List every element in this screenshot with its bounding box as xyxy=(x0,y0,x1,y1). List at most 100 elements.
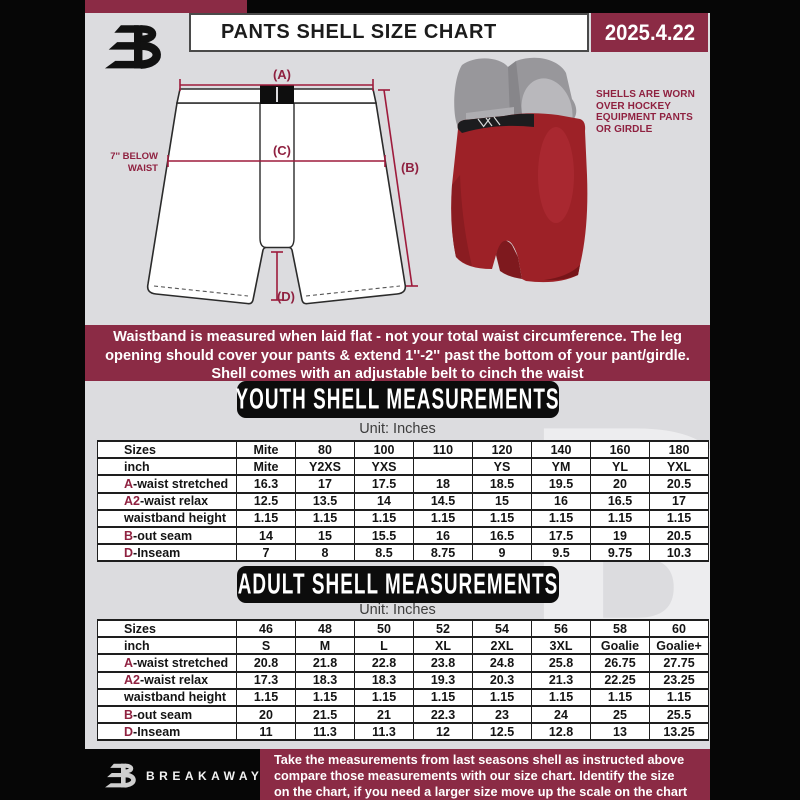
value-cell: 24 xyxy=(531,704,591,725)
value-cell: 19 xyxy=(590,525,650,546)
adult-header-box: ADULT SHELL MEASUREMENTS xyxy=(236,566,559,603)
value-cell: 1.15 xyxy=(295,687,355,707)
value-cell: 180 xyxy=(649,439,709,460)
value-cell: 50 xyxy=(354,618,414,639)
value-cell: Mite xyxy=(236,457,296,477)
value-cell: 25.5 xyxy=(649,704,709,725)
value-cell: 17 xyxy=(295,474,355,494)
value-cell: 11.3 xyxy=(354,722,414,742)
table-row: B-out seam 20 21.5 21 22.3 23 24 25 25.5 xyxy=(97,704,709,725)
row-label: inch xyxy=(97,457,237,477)
value-cell: 52 xyxy=(413,618,473,639)
value-cell: 13 xyxy=(590,722,650,742)
row-label: A2-waist relax xyxy=(97,670,237,690)
value-cell: 11.3 xyxy=(295,722,355,742)
value-cell: 160 xyxy=(590,439,650,460)
row-label-prefix: A2 xyxy=(124,673,140,688)
value-cell: 110 xyxy=(413,439,473,460)
date-badge: 2025.4.22 xyxy=(591,13,708,52)
row-label: Sizes xyxy=(97,439,237,460)
date-text: 2025.4.22 xyxy=(604,19,695,45)
value-cell: Goalie xyxy=(590,636,650,656)
value-cell: 58 xyxy=(590,618,650,639)
value-cell: 23.8 xyxy=(413,653,473,673)
youth-size-table: Sizes Mite 80 100 110 120 140 160 180 inch Mite Y2X… xyxy=(97,439,709,563)
label-d: (D) xyxy=(277,289,295,304)
value-cell: 17 xyxy=(649,491,709,511)
row-label-prefix: D xyxy=(124,724,134,739)
value-cell: 22.25 xyxy=(590,670,650,690)
adult-section-header: ADULT SHELL MEASUREMENTS xyxy=(85,566,710,603)
text-line: Shell comes with an adjustable belt to c… xyxy=(211,366,584,383)
value-cell: 1.15 xyxy=(649,687,709,707)
value-cell: L xyxy=(354,636,414,656)
shorts-measurement-diagram: (A) (B) (C) (D) 7'' BELOW WAIST xyxy=(110,67,419,305)
value-cell: 22.3 xyxy=(413,704,473,725)
value-cell: 9.75 xyxy=(590,543,650,563)
row-label: B-out seam xyxy=(97,525,237,546)
text-line: opening should cover your pants & extend… xyxy=(105,347,690,364)
value-cell: 15 xyxy=(472,491,532,511)
value-cell: 24.8 xyxy=(472,653,532,673)
value-cell: YM xyxy=(531,457,591,477)
row-label-prefix: A2 xyxy=(124,494,140,509)
value-cell: 16 xyxy=(413,525,473,546)
row-label: A2-waist relax xyxy=(97,491,237,511)
text-line: EQUIPMENT PANTS xyxy=(596,112,693,123)
value-cell: YXS xyxy=(354,457,414,477)
value-cell: 1.15 xyxy=(531,508,591,528)
row-label-prefix: B xyxy=(124,707,134,722)
table-row: inch S M L XL 2XL 3XL Goalie Goalie+ xyxy=(97,636,709,656)
value-cell xyxy=(413,457,473,477)
row-label: A-waist stretched xyxy=(97,474,237,494)
value-cell: 22.8 xyxy=(354,653,414,673)
table-row: A2-waist relax 17.3 18.3 18.3 19.3 20.3 21.3 22… xyxy=(97,670,709,690)
value-cell: 21 xyxy=(354,704,414,725)
text-line: OR GIRDLE xyxy=(596,123,653,135)
value-cell: 21.8 xyxy=(295,653,355,673)
value-cell: 11 xyxy=(236,722,296,742)
value-cell: 16.3 xyxy=(236,474,296,494)
value-cell: 20 xyxy=(590,474,650,494)
top-maroon-tab xyxy=(85,0,247,13)
value-cell: 1.15 xyxy=(590,687,650,707)
adult-size-table: Sizes 46 48 50 52 54 56 58 60 inch S M L XL 2XL 3XL Goal… xyxy=(97,618,709,742)
row-label-prefix: D xyxy=(124,545,134,560)
table-row: Sizes 46 48 50 52 54 56 58 60 xyxy=(97,618,709,639)
youth-unit-label: Unit: Inches xyxy=(359,421,436,437)
value-cell: 12.8 xyxy=(531,722,591,742)
value-cell: 18.3 xyxy=(295,670,355,690)
value-cell: 23.25 xyxy=(649,670,709,690)
page-title-bar: PANTS SHELL SIZE CHART xyxy=(189,13,589,52)
value-cell: 1.15 xyxy=(413,687,473,707)
value-cell: 1.15 xyxy=(236,508,296,528)
value-cell: 1.15 xyxy=(236,687,296,707)
table-row: waistband height 1.15 1.15 1.15 1.15 1.15 1.15… xyxy=(97,687,709,707)
value-cell: 18.5 xyxy=(472,474,532,494)
text-line: OVER HOCKEY xyxy=(596,100,672,112)
value-cell: 1.15 xyxy=(472,687,532,707)
value-cell: S xyxy=(236,636,296,656)
page-title: PANTS SHELL SIZE CHART xyxy=(221,21,497,43)
value-cell: 1.15 xyxy=(590,508,650,528)
value-cell: 17.5 xyxy=(354,474,414,494)
value-cell: 2XL xyxy=(472,636,532,656)
value-cell: 21.5 xyxy=(295,704,355,725)
table-row: Sizes Mite 80 100 110 120 140 160 180 xyxy=(97,439,709,460)
value-cell: 19.3 xyxy=(413,670,473,690)
table-row: B-out seam 14 15 15.5 16 16.5 17.5 19 20.5 xyxy=(97,525,709,546)
text-line: Waistband is measured when laid flat - n… xyxy=(113,329,682,345)
row-label: B-out seam xyxy=(97,704,237,725)
value-cell: 100 xyxy=(354,439,414,460)
value-cell: 20.8 xyxy=(236,653,296,673)
value-cell: 18.3 xyxy=(354,670,414,690)
value-cell: 16 xyxy=(531,491,591,511)
value-cell: 9.5 xyxy=(531,543,591,563)
value-cell: 12 xyxy=(413,722,473,742)
footer-instructions: Take the measurements from last seasons … xyxy=(260,749,710,800)
value-cell: XL xyxy=(413,636,473,656)
row-label: Sizes xyxy=(97,618,237,639)
value-cell: 60 xyxy=(649,618,709,639)
value-cell: 20 xyxy=(236,704,296,725)
